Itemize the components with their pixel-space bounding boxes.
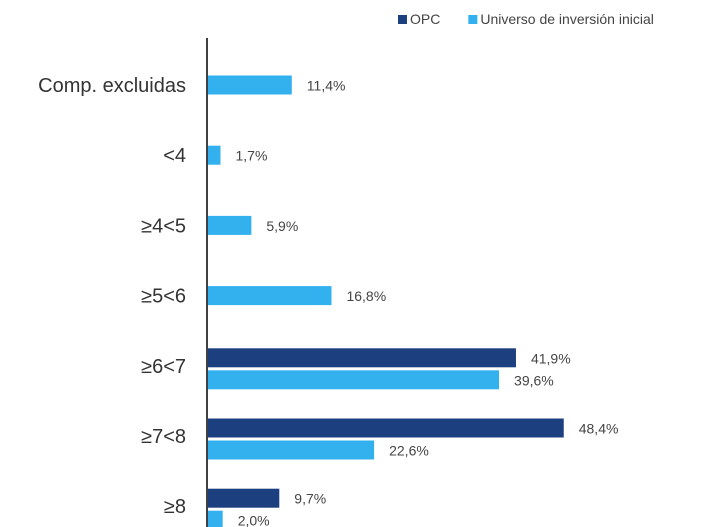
bar-universo xyxy=(208,440,375,460)
bar-universo xyxy=(208,286,332,306)
value-label-opc: 48,4% xyxy=(579,421,619,437)
bar-opc xyxy=(208,348,516,368)
legend-label-opc: OPC xyxy=(410,11,440,27)
bar-universo xyxy=(208,75,292,95)
bar-universo xyxy=(208,370,500,390)
category-labels: Comp. excluidas <4 ≥4<5 ≥5<6 ≥6<7 ≥7<8 ≥8 xyxy=(38,75,186,518)
legend: OPC Universo de inversión inicial xyxy=(398,11,654,27)
bar-universo xyxy=(208,145,221,165)
bar-opc xyxy=(208,488,280,508)
category-label: <4 xyxy=(163,145,186,167)
legend-swatch-universo xyxy=(468,15,478,24)
legend-label-universo: Universo de inversión inicial xyxy=(480,11,654,27)
value-label-universo: 39,6% xyxy=(514,372,554,388)
category-label: ≥5<6 xyxy=(141,286,186,308)
value-label-universo: 22,6% xyxy=(389,443,429,459)
category-label: Comp. excluidas xyxy=(38,75,186,97)
value-labels: 11,4% 1,7% 5,9% 16,8% 41,9% 39,6% 48,4% 22,6% 9,… xyxy=(235,78,618,527)
category-label: ≥8 xyxy=(164,496,186,518)
value-label-opc: 9,7% xyxy=(294,491,326,507)
legend-swatch-opc xyxy=(398,15,407,24)
bar-universo xyxy=(208,510,223,527)
value-label-universo: 5,9% xyxy=(266,218,298,234)
bar-opc xyxy=(208,418,564,438)
category-label: ≥6<7 xyxy=(141,356,186,378)
value-label-universo: 2,0% xyxy=(238,513,270,527)
value-label-universo: 16,8% xyxy=(346,288,386,304)
bar-universo xyxy=(208,215,252,235)
category-label: ≥4<5 xyxy=(141,215,186,237)
value-label-universo: 11,4% xyxy=(307,78,346,94)
category-label: ≥7<8 xyxy=(141,426,186,448)
bars xyxy=(208,75,564,527)
value-label-universo: 1,7% xyxy=(235,148,267,164)
value-label-opc: 41,9% xyxy=(531,350,571,366)
